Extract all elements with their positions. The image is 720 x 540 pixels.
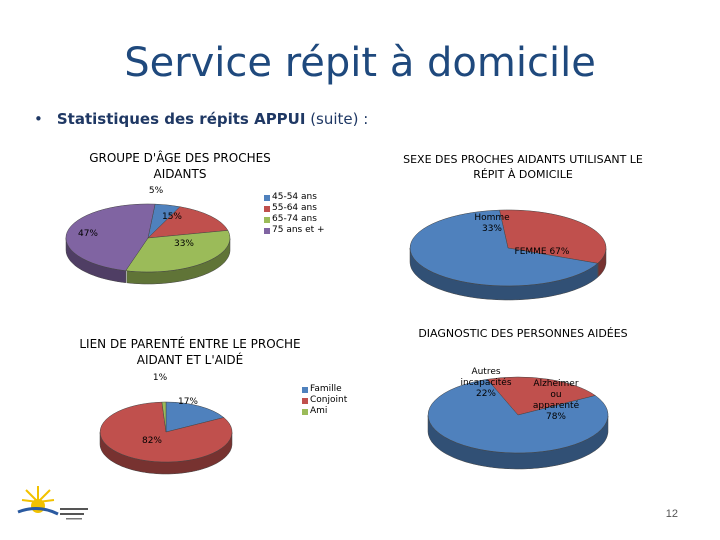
chart-age-title-line2: AIDANTS bbox=[153, 167, 207, 181]
legend-item-age-2: 65-74 ans bbox=[264, 214, 325, 225]
chart-age-title-line1: GROUPE D'ÂGE DES PROCHES bbox=[89, 151, 271, 165]
chart-relation-label-1: 82% bbox=[142, 436, 162, 446]
chart-age-label-2: 33% bbox=[174, 239, 194, 249]
chart-relation-title-line1: LIEN DE PARENTÉ ENTRE LE PROCHE bbox=[79, 337, 301, 351]
legend-swatch bbox=[302, 386, 308, 393]
subtitle-bold: Statistiques des répits APPUI bbox=[56, 110, 306, 128]
chart-relation-legend: Famille Conjoint Ami bbox=[302, 384, 347, 417]
chart-age-legend: 45-54 ans 55-64 ans 65-74 ans 75 ans et + bbox=[264, 192, 325, 236]
page-number: 12 bbox=[665, 508, 678, 520]
legend-swatch bbox=[264, 216, 270, 223]
chart-age-title: GROUPE D'ÂGE DES PROCHES AIDANTS bbox=[60, 150, 300, 182]
chart-relation-slice-0 bbox=[165, 401, 225, 433]
legend-label: 55-64 ans bbox=[272, 203, 317, 213]
chart-sex-slice-1 bbox=[409, 209, 599, 287]
chart-relation-title-line2: AIDANT ET L'AIDÉ bbox=[136, 353, 244, 367]
chart-relation-label-0: 17% bbox=[178, 397, 198, 407]
chart-relation-label-2: 1% bbox=[153, 373, 168, 383]
chart-relation-title: LIEN DE PARENTÉ ENTRE LE PROCHE AIDANT E… bbox=[60, 336, 320, 368]
chart-age-slice-3 bbox=[65, 203, 156, 271]
chart-age-slice-2 bbox=[125, 230, 231, 273]
legend-label: 45-54 ans bbox=[272, 192, 317, 202]
legend-swatch bbox=[264, 205, 270, 212]
slide-title: Service répit à domicile bbox=[124, 40, 596, 86]
legend-label: Famille bbox=[310, 384, 342, 394]
legend-swatch bbox=[302, 397, 308, 404]
chart-sex-label-1: FEMME 67% bbox=[515, 247, 570, 257]
slide-subtitle: • Statistiques des répits APPUI (suite) : bbox=[34, 110, 368, 128]
subtitle-rest: (suite) : bbox=[305, 110, 369, 128]
chart-diagnosis-slice-0 bbox=[486, 376, 596, 416]
chart-relation-slice-2 bbox=[161, 401, 167, 433]
chart-diagnosis-title-line1: DIAGNOSTIC DES PERSONNES AIDÉES bbox=[418, 327, 628, 340]
chart-diagnosis-slice-1 bbox=[427, 379, 609, 454]
chart-age-label-3: 47% bbox=[78, 229, 98, 239]
legend-item-relation-0: Famille bbox=[302, 384, 347, 395]
legend-swatch bbox=[264, 194, 270, 201]
chart-age-label-1: 15% bbox=[162, 212, 182, 222]
legend-label: 75 ans et + bbox=[272, 225, 325, 235]
chart-diagnosis-title: DIAGNOSTIC DES PERSONNES AIDÉES bbox=[388, 326, 658, 341]
legend-item-age-0: 45-54 ans bbox=[264, 192, 325, 203]
legend-item-relation-1: Conjoint bbox=[302, 395, 347, 406]
legend-swatch bbox=[264, 227, 270, 234]
legend-item-age-1: 55-64 ans bbox=[264, 203, 325, 214]
chart-relation-slice-1 bbox=[99, 401, 233, 463]
chart-age-slice-1 bbox=[147, 206, 229, 239]
legend-item-relation-2: Ami bbox=[302, 406, 347, 417]
bullet: • bbox=[34, 110, 43, 128]
chart-sex-title-line1: SEXE DES PROCHES AIDANTS UTILISANT LE bbox=[403, 153, 643, 166]
chart-diagnosis-label-1: Alzheimer ou apparenté 78% bbox=[533, 379, 580, 422]
chart-sex-title-line2: RÉPIT À DOMICILE bbox=[473, 168, 573, 181]
legend-label: 65-74 ans bbox=[272, 214, 317, 224]
legend-swatch bbox=[302, 408, 308, 415]
chart-age-label-0: 5% bbox=[149, 186, 164, 196]
legend-item-age-3: 75 ans et + bbox=[264, 225, 325, 236]
chart-sex-title: SEXE DES PROCHES AIDANTS UTILISANT LE RÉ… bbox=[388, 152, 658, 182]
organization-logo bbox=[17, 486, 88, 520]
chart-diagnosis-label-0: Autres incapacités 22% bbox=[460, 367, 511, 399]
chart-sex-slice-0 bbox=[499, 209, 607, 264]
legend-label: Ami bbox=[310, 406, 328, 416]
legend-label: Conjoint bbox=[310, 395, 348, 405]
chart-sex-label-0: Homme 33% bbox=[474, 213, 510, 234]
